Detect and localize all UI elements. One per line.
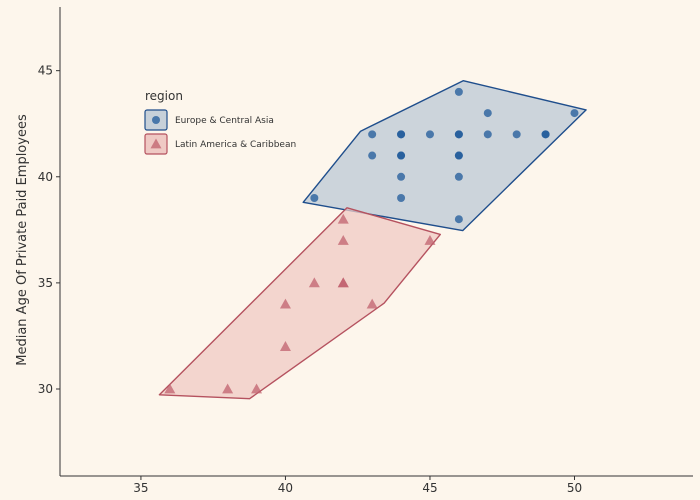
point-europe <box>310 193 319 202</box>
legend-marker <box>150 138 162 149</box>
point-latin-america <box>279 298 291 309</box>
x-tick-label: 40 <box>278 481 293 495</box>
point-europe <box>541 130 550 139</box>
y-tick-label: 45 <box>38 64 53 78</box>
point-latin-america <box>424 234 436 245</box>
point-europe <box>454 87 463 96</box>
point-europe <box>483 109 492 118</box>
legend-label: Latin America & Caribbean <box>175 140 296 150</box>
point-europe <box>483 130 492 139</box>
x-tick-label: 50 <box>567 481 582 495</box>
y-axis-title: Median Age Of Private Paid Employees <box>15 114 30 366</box>
point-europe <box>368 151 377 160</box>
point-europe <box>512 130 521 139</box>
legend[interactable]: region Europe & Central Asia Latin America… <box>144 89 296 155</box>
point-europe <box>397 193 406 202</box>
legend-marker <box>152 116 160 124</box>
point-europe <box>454 151 463 160</box>
point-latin-america <box>222 383 234 394</box>
point-latin-america <box>308 277 320 288</box>
point-latin-america <box>164 383 176 394</box>
point-latin-america <box>279 341 291 351</box>
legend-title: region <box>145 89 183 103</box>
point-europe <box>397 130 406 139</box>
x-tick-label: 45 <box>422 481 437 495</box>
point-europe <box>368 130 377 139</box>
point-europe <box>397 172 406 181</box>
point-europe <box>397 151 406 160</box>
points-layer <box>164 87 579 394</box>
point-latin-america <box>366 298 378 309</box>
point-europe <box>454 172 463 181</box>
hull-layer <box>158 80 587 400</box>
point-europe <box>570 109 579 118</box>
hull-europe <box>302 80 587 232</box>
point-latin-america <box>337 213 349 224</box>
point-latin-america <box>337 277 349 288</box>
y-tick-label: 35 <box>38 276 53 290</box>
legend-label: Europe & Central Asia <box>175 116 274 126</box>
y-tick-label: 40 <box>38 170 53 184</box>
y-tick-label: 30 <box>38 382 53 396</box>
point-latin-america <box>251 383 263 394</box>
point-europe <box>454 130 463 139</box>
x-tick-label: 35 <box>133 481 148 495</box>
hull-latin-america <box>158 207 441 400</box>
point-europe <box>425 130 434 139</box>
point-europe <box>454 215 463 224</box>
axes: 35 40 45 50 30 35 40 45 <box>38 7 693 495</box>
point-latin-america <box>337 234 349 245</box>
